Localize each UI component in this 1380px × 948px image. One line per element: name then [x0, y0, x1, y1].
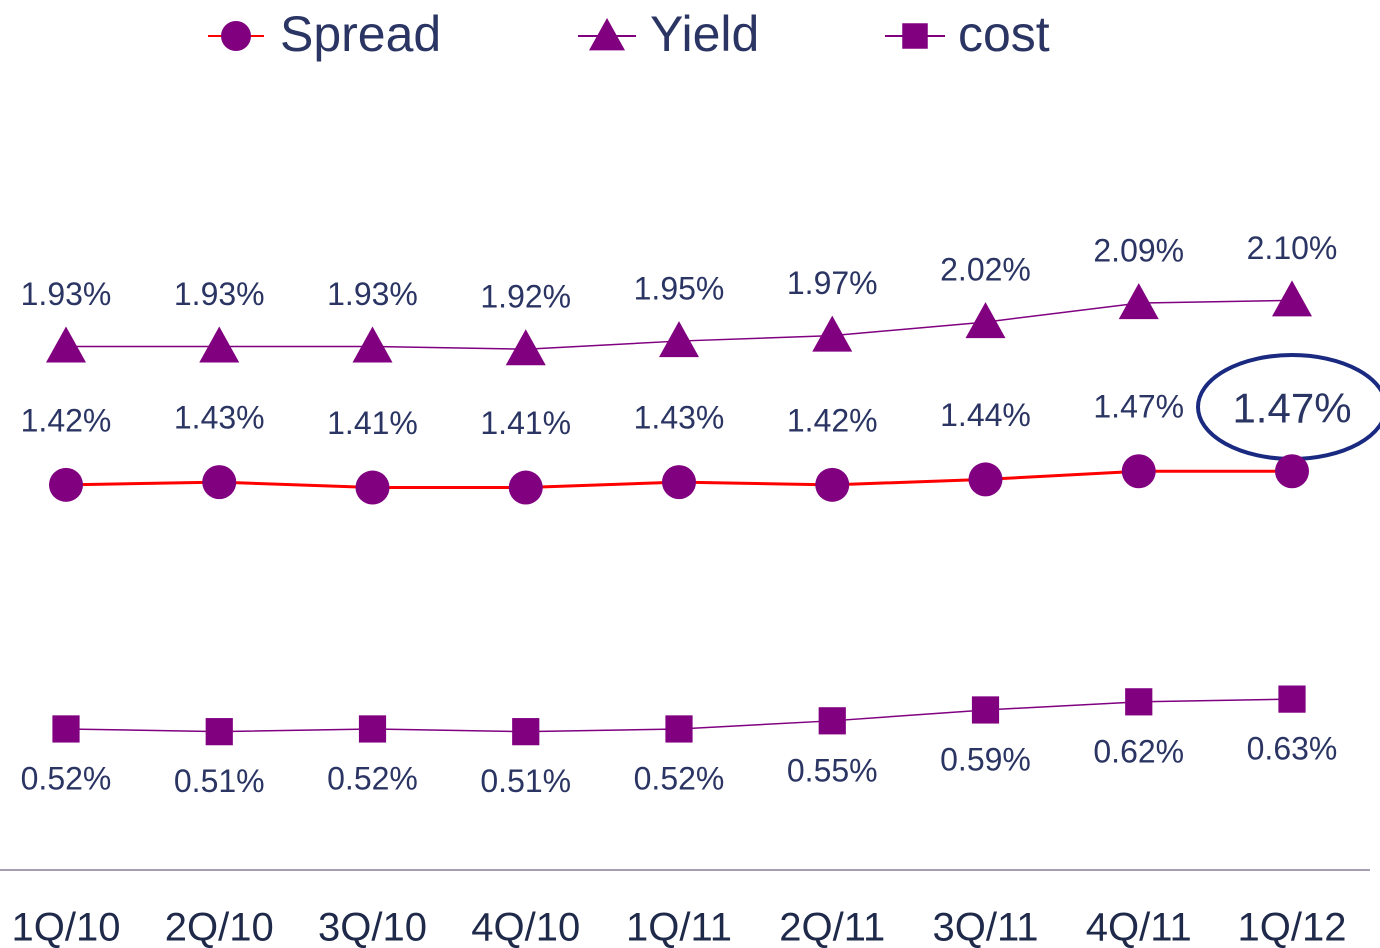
marker-square: [1125, 688, 1153, 716]
marker-circle: [221, 21, 251, 51]
marker-triangle: [1272, 280, 1312, 317]
data-label: 1.47%: [1232, 384, 1351, 431]
marker-triangle: [1118, 283, 1159, 320]
marker-circle: [49, 467, 83, 502]
data-label: 0.52%: [21, 760, 112, 796]
data-label: 0.52%: [327, 760, 418, 796]
marker-circle: [662, 465, 696, 500]
marker-circle: [815, 467, 850, 502]
data-label: 2.02%: [940, 252, 1031, 288]
x-tick-label: 1Q/12: [1238, 906, 1347, 948]
data-label: 0.63%: [1247, 731, 1338, 767]
marker-square: [205, 718, 233, 746]
marker-square: [358, 715, 387, 743]
x-tick-label: 3Q/10: [318, 906, 427, 948]
marker-triangle: [352, 326, 393, 363]
x-tick-label: 2Q/10: [165, 906, 274, 948]
x-tick-label: 1Q/10: [12, 906, 121, 948]
marker-triangle: [199, 326, 240, 363]
marker-square: [902, 23, 928, 49]
marker-triangle: [659, 321, 699, 358]
data-label: 0.51%: [174, 763, 265, 799]
data-label: 1.43%: [174, 400, 265, 436]
marker-circle: [1275, 454, 1309, 489]
legend-label: Spread: [280, 6, 441, 62]
marker-square: [52, 715, 80, 743]
data-label: 1.97%: [787, 265, 878, 301]
marker-circle: [1121, 454, 1156, 489]
data-label: 1.42%: [787, 402, 878, 438]
legend-label: cost: [958, 6, 1050, 62]
data-label: 0.59%: [940, 741, 1031, 777]
x-tick-label: 4Q/11: [1086, 906, 1192, 948]
data-label: 1.42%: [21, 402, 112, 438]
marker-square: [818, 707, 846, 735]
data-label: 1.41%: [480, 405, 571, 441]
data-label: 0.62%: [1093, 733, 1184, 769]
data-label: 2.10%: [1247, 230, 1338, 266]
marker-circle: [968, 462, 1003, 497]
data-label: 2.09%: [1093, 233, 1184, 269]
marker-triangle: [505, 329, 546, 366]
data-label: 1.41%: [327, 405, 418, 441]
marker-square: [971, 696, 1000, 724]
marker-square: [1278, 685, 1306, 713]
marker-triangle: [812, 315, 853, 352]
data-label: 1.92%: [480, 279, 571, 315]
data-label: 1.44%: [940, 397, 1031, 433]
legend-label: Yield: [650, 6, 759, 62]
marker-circle: [202, 465, 237, 500]
marker-square: [665, 715, 693, 743]
marker-circle: [508, 470, 543, 505]
x-tick-label: 2Q/11: [779, 906, 885, 948]
data-label: 1.93%: [174, 276, 265, 312]
data-label: 0.52%: [634, 760, 725, 796]
marker-circle: [355, 470, 390, 505]
marker-triangle: [46, 326, 86, 363]
marker-triangle: [589, 18, 625, 51]
marker-triangle: [965, 302, 1006, 339]
x-tick-label: 1Q/11: [626, 906, 732, 948]
x-tick-label: 3Q/11: [933, 906, 1039, 948]
data-label: 1.93%: [21, 276, 112, 312]
data-label: 1.95%: [634, 271, 725, 307]
data-label: 0.55%: [787, 752, 878, 788]
data-label: 1.43%: [634, 400, 725, 436]
x-tick-label: 4Q/10: [471, 906, 580, 948]
marker-square: [512, 718, 540, 746]
data-label: 1.47%: [1093, 389, 1184, 425]
data-label: 1.93%: [327, 276, 418, 312]
data-label: 0.51%: [480, 763, 571, 799]
